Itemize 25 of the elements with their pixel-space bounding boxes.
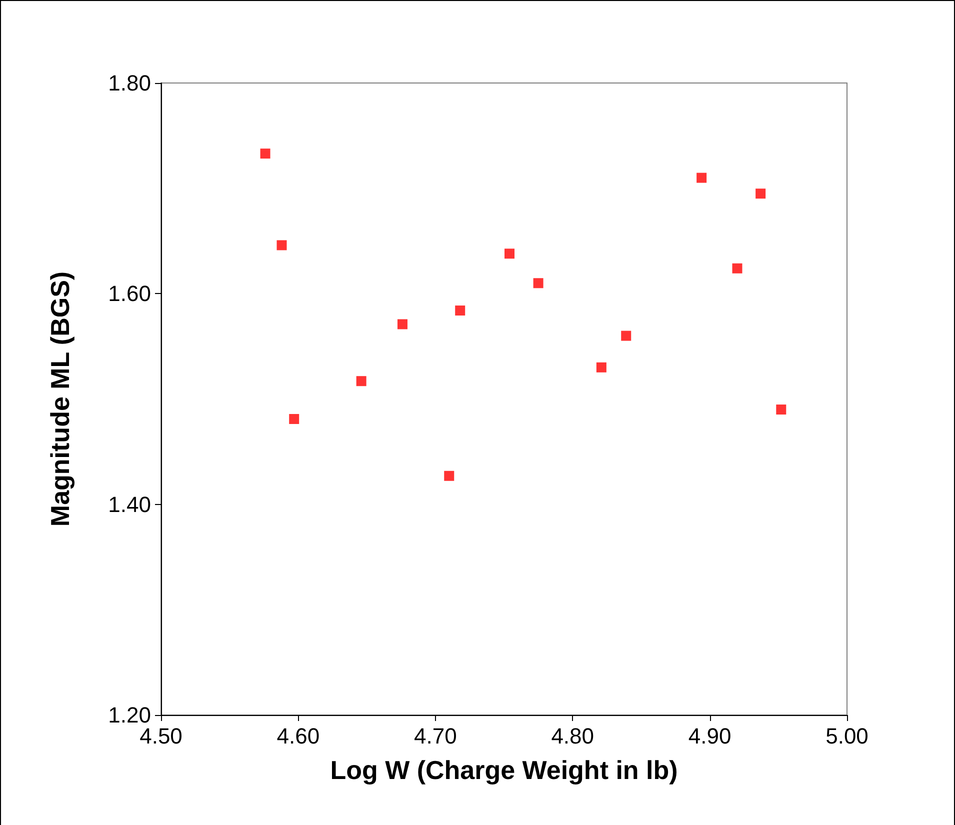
point: [621, 330, 632, 341]
point: [356, 376, 366, 386]
x-tick-label: 4.90: [688, 724, 732, 748]
y-tick-label: 1.40: [108, 492, 151, 517]
point: [276, 240, 287, 250]
point: [756, 188, 766, 199]
point: [289, 414, 300, 424]
point: [455, 306, 466, 316]
y-tick-label: 1.80: [108, 70, 151, 96]
point: [732, 263, 742, 274]
x-tick-label: 4.80: [551, 724, 594, 748]
y-axis-title: Magnitude ML (BGS): [45, 271, 75, 527]
x-tick-label: 4.60: [276, 724, 320, 748]
point: [596, 362, 606, 372]
point: [397, 319, 408, 330]
point: [444, 470, 454, 481]
x-tick-label: 5.00: [826, 724, 868, 748]
y-tick-label: 1.60: [108, 281, 151, 306]
x-tick-label: 4.70: [414, 724, 457, 748]
point: [504, 248, 514, 259]
point: [260, 148, 270, 159]
point: [696, 172, 707, 183]
point: [533, 278, 544, 288]
point: [776, 404, 786, 415]
x-axis-title: Log W (Charge Weight in lb): [330, 755, 678, 785]
